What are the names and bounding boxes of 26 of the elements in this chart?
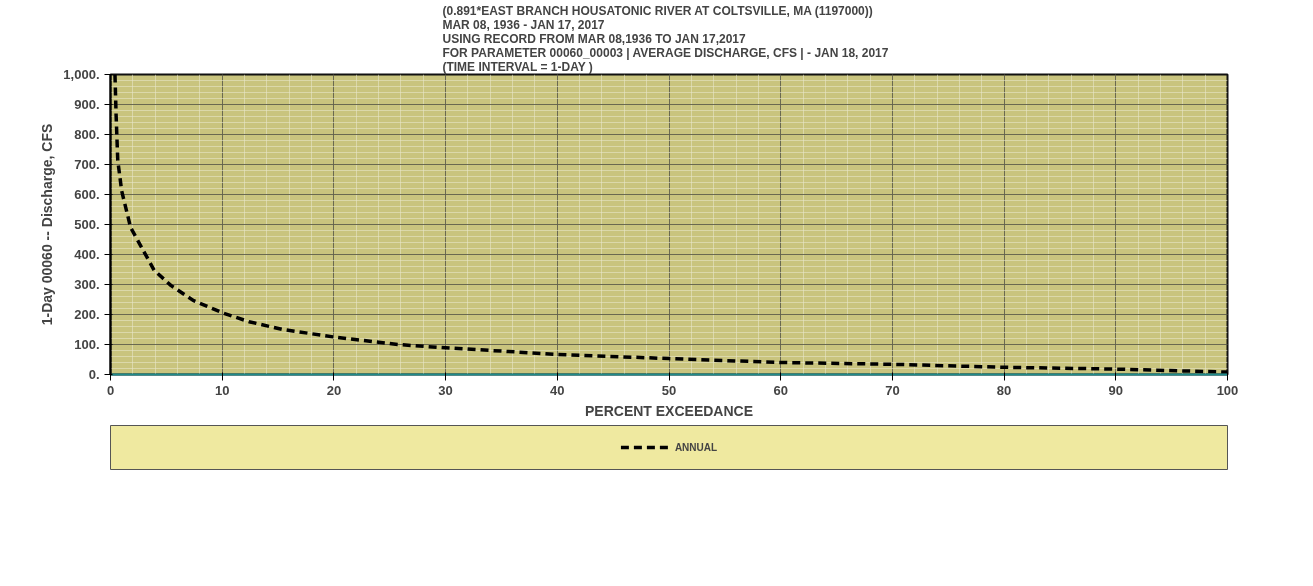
x-tick-label: 50 bbox=[661, 382, 677, 398]
x-tick-label: 60 bbox=[773, 382, 788, 398]
y-tick-label: 200. bbox=[74, 307, 100, 322]
y-tick-label: 300. bbox=[74, 277, 100, 292]
x-tick-label: 10 bbox=[214, 382, 230, 398]
x-tick-label: 30 bbox=[438, 382, 453, 398]
y-tick-label: 900. bbox=[74, 97, 100, 112]
x-tick-label: 100 bbox=[1216, 382, 1239, 398]
y-tick-label: 1,000. bbox=[63, 67, 100, 82]
y-tick-label: 400. bbox=[74, 247, 100, 262]
y-tick-label: 0. bbox=[88, 367, 100, 382]
chart-title: (0.891*EAST BRANCH HOUSATONIC RIVER AT COLTSVILLE, MA (1197000)) MAR 08, 1936 - JAN 17, 2017 USING RECORD FROM MAR 08,1936 TO JAN 17,2017 FOR PARAMETER 00060_00003 | AVERAGE DISCHARGE, CFS | - JAN 18, 2017 (TIME INTERVAL = 1-DAY ) bbox=[442, 3, 889, 74]
x-tick-label: 40 bbox=[550, 382, 565, 398]
legend-label: ANNUAL bbox=[674, 441, 718, 453]
x-tick-label: 20 bbox=[326, 382, 342, 398]
y-tick-label: 100. bbox=[74, 337, 100, 352]
x-tick-label: 70 bbox=[885, 382, 900, 398]
x-tick-label: 80 bbox=[996, 382, 1012, 398]
y-axis-title: 1-Day 00060 -- Discharge, CFS bbox=[39, 123, 56, 326]
y-tick-label: 600. bbox=[74, 187, 100, 202]
x-axis-title: PERCENT EXCEEDANCE bbox=[584, 402, 754, 419]
y-tick-label: 700. bbox=[74, 157, 100, 172]
y-tick-label: 500. bbox=[74, 217, 100, 232]
x-tick-label: 0 bbox=[106, 382, 115, 398]
y-tick-label: 800. bbox=[74, 127, 100, 142]
x-tick-label: 90 bbox=[1108, 382, 1124, 398]
